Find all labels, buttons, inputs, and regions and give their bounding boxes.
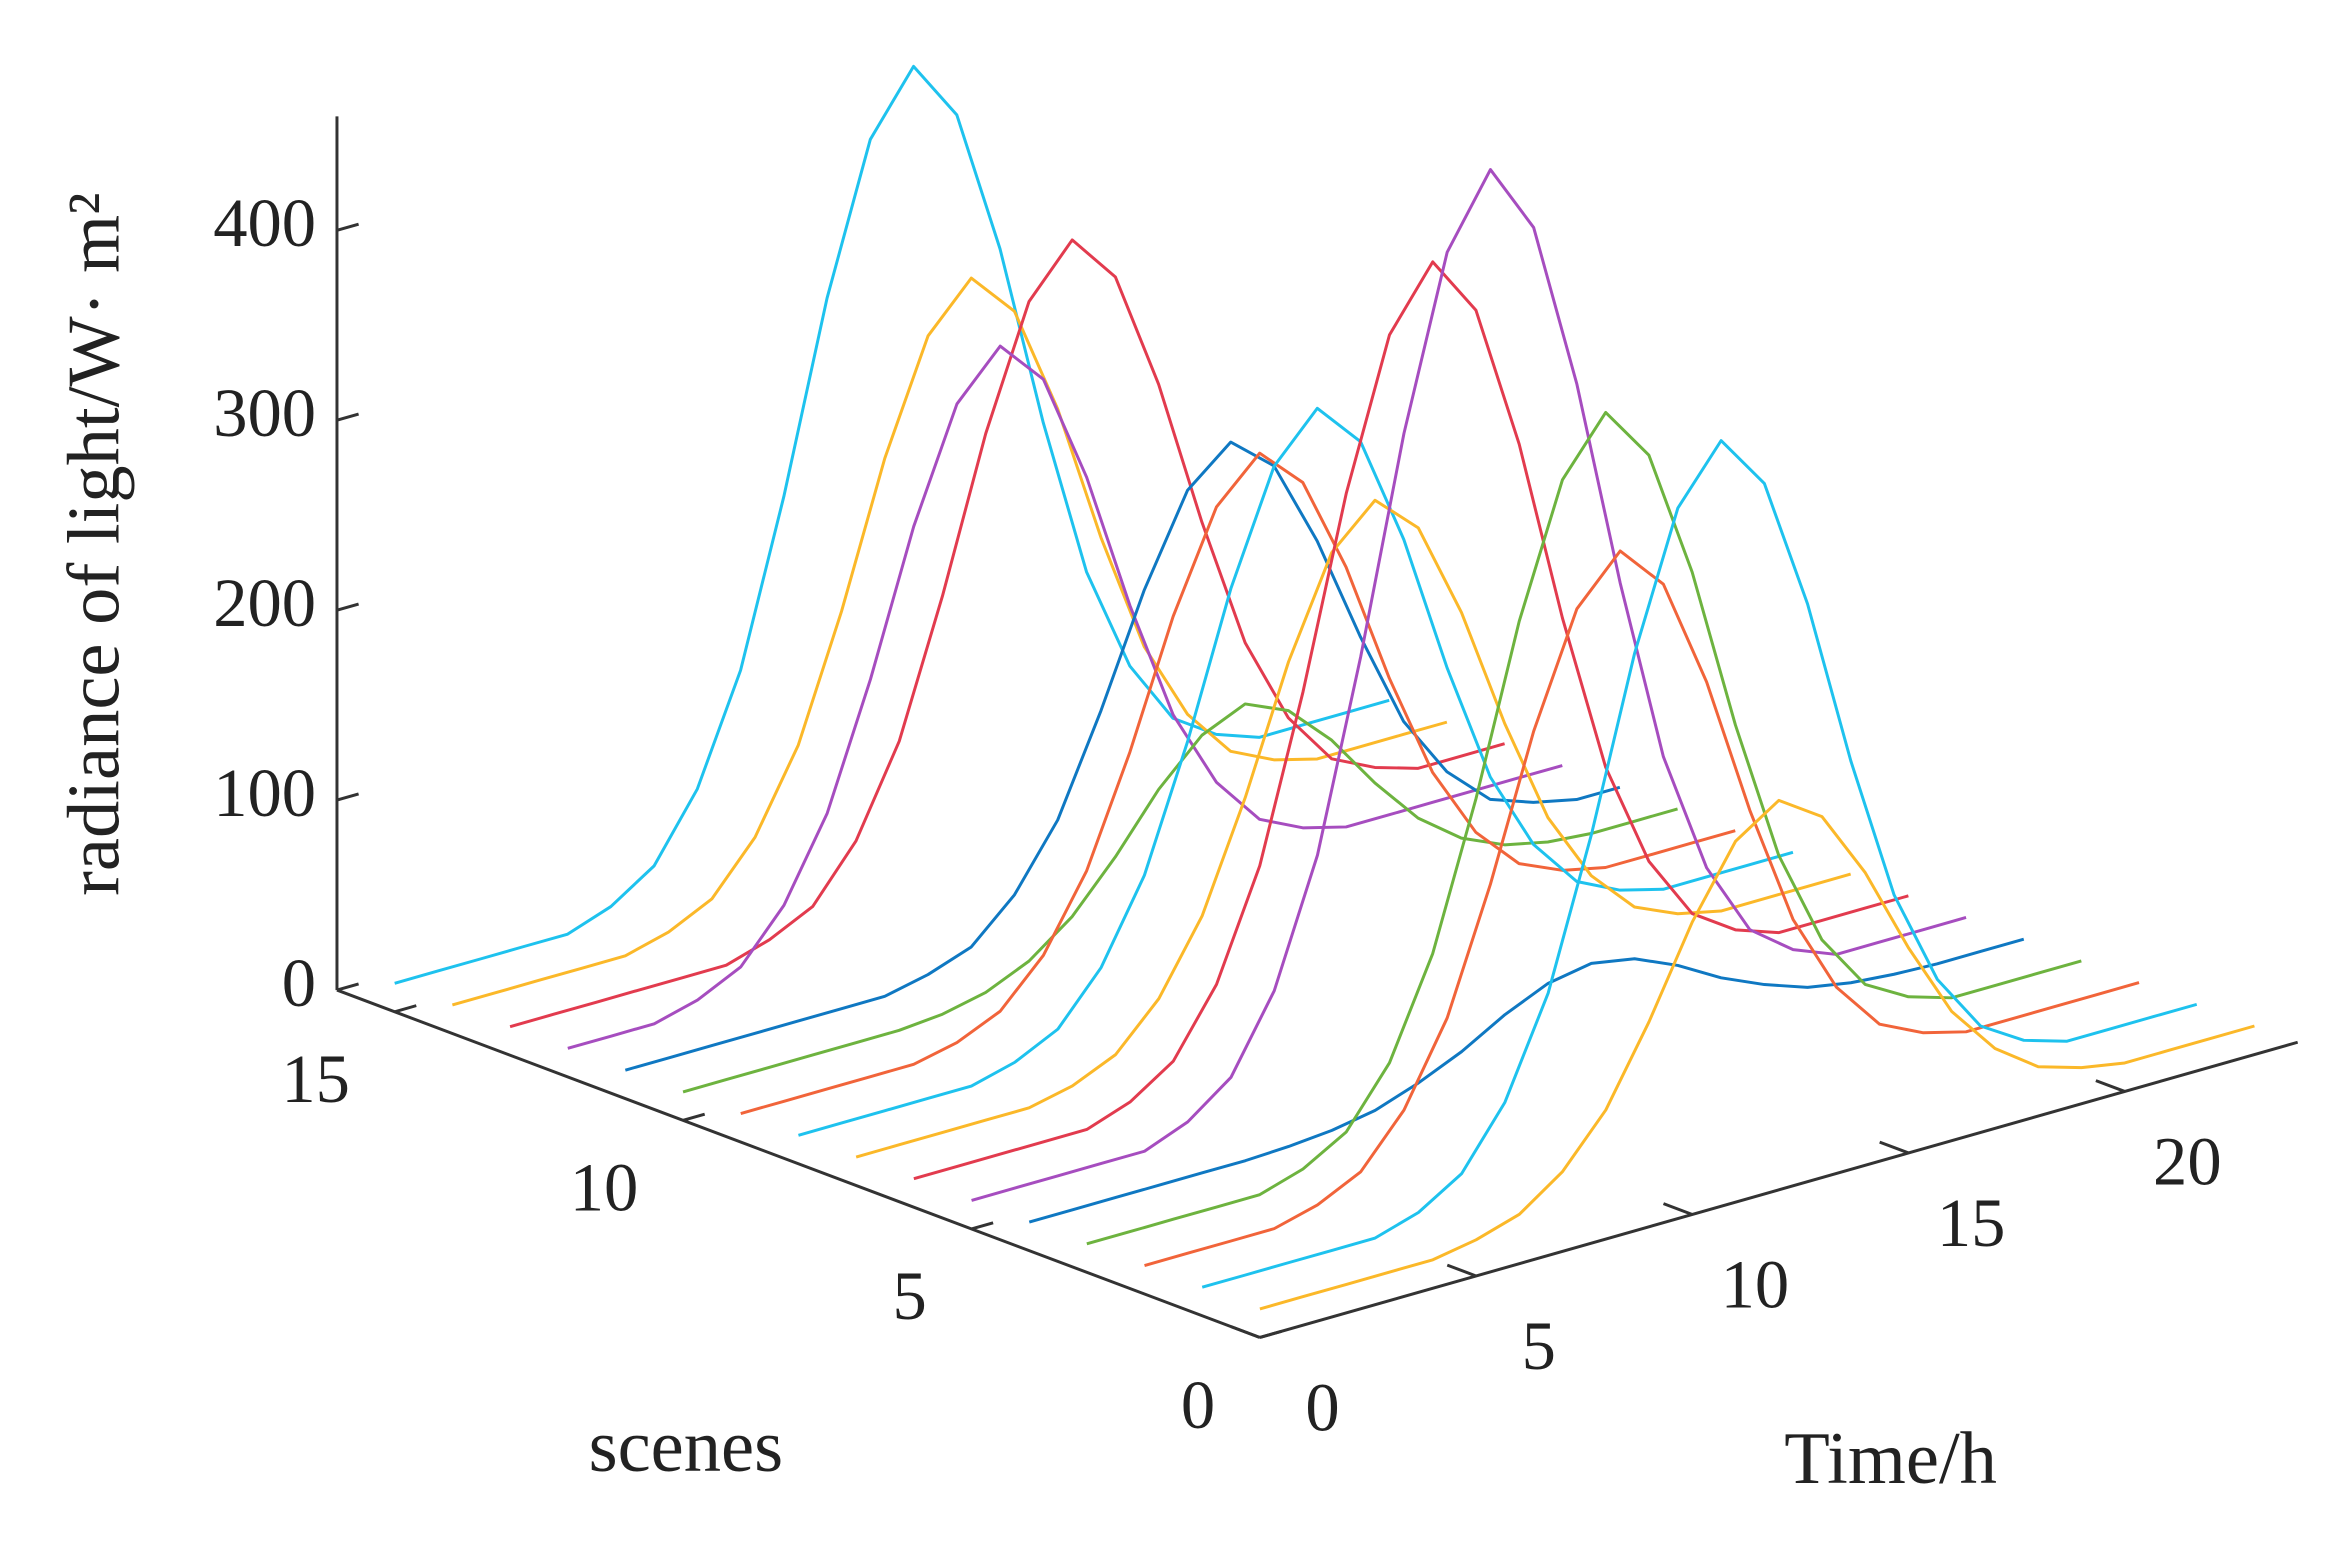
y-tick	[336, 602, 359, 612]
y-tick	[336, 792, 359, 802]
series-line	[1028, 937, 2025, 1224]
y-tick-label: 400	[213, 185, 316, 261]
y-axis-label: radiance of light/W· m²	[53, 193, 135, 896]
series-line	[1259, 798, 2255, 1311]
series-line	[509, 238, 1506, 1029]
y-tick-label: 0	[282, 945, 316, 1021]
scene-tick-label: 10	[570, 1150, 639, 1226]
scene-tick-label: 0	[1181, 1367, 1215, 1443]
scene-tick-label: 5	[892, 1258, 926, 1334]
series-line	[855, 498, 1852, 1159]
scene-axis	[336, 988, 1261, 1339]
series-line	[394, 64, 1390, 985]
x-tick-label: 10	[1721, 1247, 1790, 1323]
y-tick-label: 300	[213, 375, 316, 451]
scene-tick	[1259, 1329, 1282, 1339]
series-line	[971, 168, 1967, 1202]
y-tick	[336, 412, 359, 422]
series-line	[624, 440, 1621, 1072]
y-tick	[336, 982, 359, 992]
series-line	[798, 406, 1794, 1137]
x-tick	[1230, 1325, 1261, 1339]
x-tick	[1662, 1202, 1693, 1216]
y-tick-label: 100	[213, 755, 316, 831]
y-tick-label: 200	[213, 565, 316, 641]
y-tick	[336, 222, 359, 232]
scene-tick	[682, 1112, 706, 1122]
x-tick	[1879, 1140, 1910, 1155]
scene-tick	[394, 1004, 417, 1014]
x-tick-label: 5	[1522, 1308, 1556, 1384]
x-tick-label: 20	[2153, 1124, 2222, 1200]
scene-axis-label: scenes	[589, 1406, 784, 1488]
x-axis-label: Time/h	[1784, 1418, 1997, 1500]
series-line	[1201, 439, 2198, 1289]
series-line	[913, 260, 1909, 1181]
scene-tick	[971, 1221, 994, 1231]
x-tick	[2095, 1079, 2126, 1093]
x-tick-label: 15	[1937, 1185, 2006, 1261]
series-line	[451, 276, 1448, 1007]
series-line	[567, 344, 1563, 1050]
x-tick-label: 0	[1305, 1370, 1339, 1446]
series-line	[1086, 410, 2082, 1246]
series-line	[740, 451, 1736, 1115]
scene-tick-label: 15	[281, 1041, 350, 1117]
x-tick	[1446, 1263, 1477, 1278]
